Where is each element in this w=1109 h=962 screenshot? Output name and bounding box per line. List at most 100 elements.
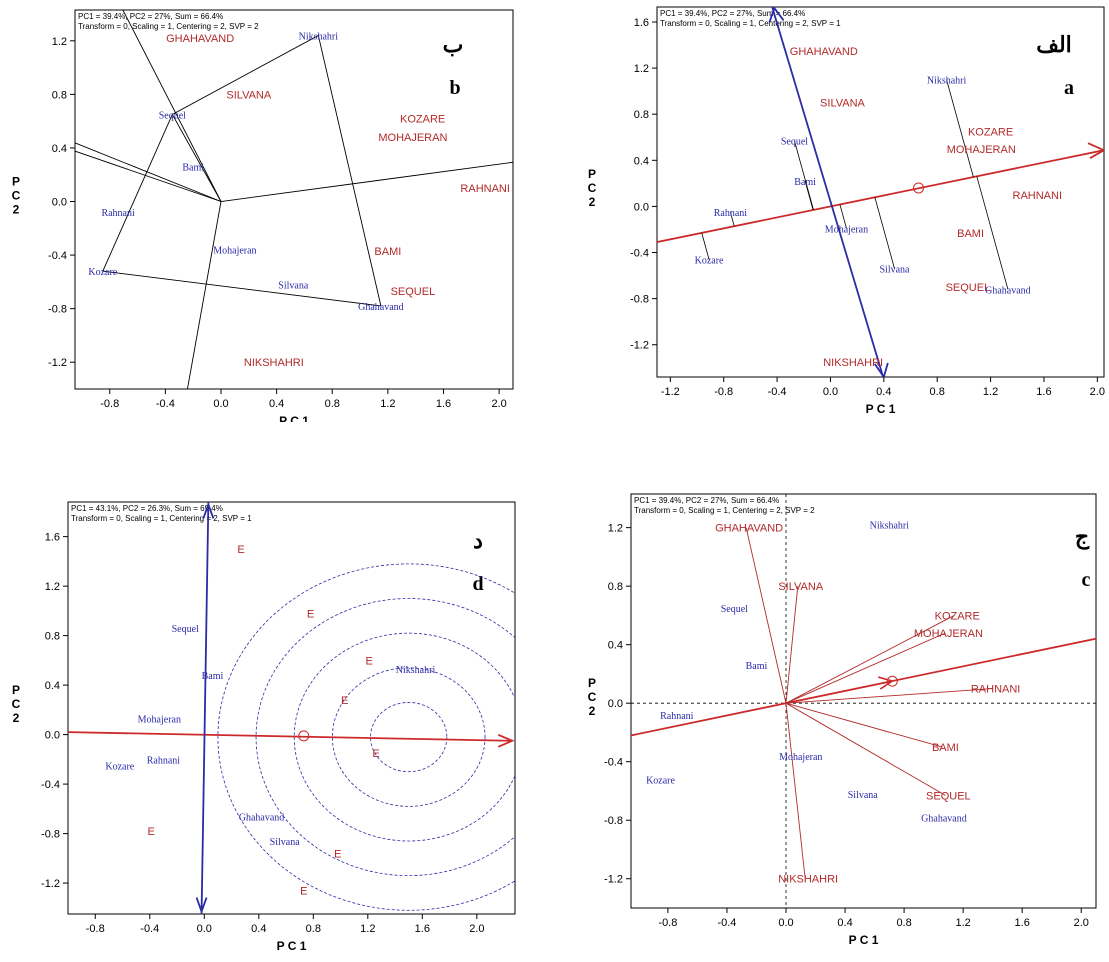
environment-label: E [372,748,379,760]
environment-label: MOHAJERAN [378,132,447,144]
environment-label: KOZARE [400,113,445,125]
hull-polygon [102,34,382,307]
chart-header-line-2: Transform = 0, Scaling = 1, Centering = … [71,514,252,523]
ordinate-arrow [202,502,215,519]
environment-vector [785,688,993,704]
genotype-label: Ghahavand [921,813,967,824]
y-tick-label: 1.2 [45,581,60,593]
x-axis-label: P C 1 [277,939,307,953]
x-tick-label: -0.4 [156,398,175,410]
genotype-label: Bami [182,163,204,174]
genotype-label: Nikshahri [299,31,339,42]
y-tick-label: 0.8 [45,631,60,643]
y-tick-label: 0.0 [45,730,60,742]
environment-label: BAMI [932,742,959,754]
y-tick-label: 1.2 [634,63,649,75]
sector-ray [75,142,222,202]
y-axis-label-char: 2 [13,203,20,217]
environment-label: E [341,695,348,707]
y-tick-label: -0.4 [48,250,67,262]
genotype-label: Sequel [781,137,808,148]
x-tick-label: 0.4 [837,917,852,929]
x-tick-label: 1.6 [436,398,451,410]
x-tick-label: 1.2 [380,398,395,410]
y-tick-label: 0.4 [608,640,623,652]
genotype-label: Rahnani [714,208,748,219]
x-tick-label: 0.8 [930,386,945,398]
x-tick-label: 1.6 [1015,917,1030,929]
plot-frame [67,501,516,915]
environment-label: MOHAJERAN [914,628,983,640]
y-tick-label: 0.4 [52,143,67,155]
concentric-circle [370,702,448,773]
x-axis-label: P C 1 [849,933,879,947]
x-tick-label: 0.8 [896,917,911,929]
x-tick-label: 1.2 [955,917,970,929]
genotype-label: Nikshahri [927,76,967,87]
x-tick-label: 1.6 [1036,386,1051,398]
aec-ordinate-arrow [874,362,889,377]
x-tick-label: 0.0 [213,398,228,410]
projection-line [946,79,974,178]
y-tick-label: -1.2 [604,874,623,886]
environment-label: GHAHAVAND [790,46,858,58]
ordinate-arrow [195,897,208,914]
plot-area: GHAHAVAND SILVANA KOZARE MOHAJERAN RAHNANI BA… [631,494,1096,908]
y-tick-label: -0.4 [630,248,649,260]
genotype-label: Bami [794,177,816,188]
y-tick-label: 0.8 [634,109,649,121]
y-tick-label: -0.8 [41,829,60,841]
environment-label: BAMI [957,228,984,240]
chart-header-line-1: PC1 = 39.4%, PC2 = 27%, Sum = 66.4% [634,496,779,505]
panel-b: PC1 = 39.4%, PC2 = 27%, Sum = 66.4% Trans… [8,2,528,422]
x-tick-label: -0.8 [658,917,677,929]
genotype-label: Silvana [278,281,309,292]
environment-label: NIKSHAHRI [244,357,304,369]
x-tick-label: 1.6 [415,923,430,935]
environment-vector [785,702,943,748]
y-tick-label: 1.6 [45,532,60,544]
x-tick-label: -0.8 [86,923,105,935]
genotype-label: Kozare [695,255,724,266]
x-tick-label: -1.2 [661,386,680,398]
y-tick-label: -0.8 [630,294,649,306]
chart-header-line-1: PC1 = 43.1%, PC2 = 26.3%, Sum = 69.4% [71,504,223,513]
environment-label: E [307,608,314,620]
genotype-label: Kozare [105,762,134,773]
projection-line [804,180,814,211]
genotype-label: Silvana [880,265,911,276]
genotype-label: Bami [746,661,768,672]
y-tick-label: -0.4 [41,779,60,791]
y-axis-label-char: C [588,690,597,704]
genotype-label: Mohajeran [138,715,181,726]
genotype-label: Ghahavand [985,285,1031,296]
environment-label: GHAHAVAND [715,523,783,535]
panel-label-arabic: د [473,528,483,554]
x-tick-label: 0.8 [306,923,321,935]
genotype-label: Sequel [172,624,199,635]
genotype-label: Mohajeran [213,246,256,257]
projection-line [701,232,710,260]
biplot-d: PC1 = 43.1%, PC2 = 26.3%, Sum = 69.4%Tra… [12,501,516,953]
aec-ordinate-arrow [768,7,785,23]
genotype-label: Silvana [848,790,879,801]
x-tick-label: 2.0 [491,398,506,410]
environment-label: SILVANA [778,581,823,593]
average-environment-circle [913,182,925,194]
y-tick-label: 0.8 [52,89,67,101]
genotype-label: Ghahavand [239,812,285,823]
plot-area: E E E E E E E E Nikshahri Sequel Bami Mohajeran Rahn… [68,502,515,914]
plot-frame [630,493,1097,909]
plot-area: GHAHAVAND SILVANA KOZARE MOHAJERAN RAHNANI BA… [75,10,513,389]
environment-vector [785,615,955,704]
average-environment-circle [886,675,898,687]
chart-header-line-1: PC1 = 39.4%, PC2 = 27%, Sum = 66.4% [660,9,805,18]
genotype-label: Silvana [270,837,301,848]
y-tick-label: -0.8 [604,815,623,827]
chart-header-line-2: Transform = 0, Scaling = 1, Centering = … [634,506,815,515]
plot-frame [656,6,1105,378]
aec-abscissa [657,149,1104,243]
x-tick-label: 0.0 [823,386,838,398]
y-axis-label-char: 2 [13,711,20,725]
panel-a: PC1 = 39.4%, PC2 = 27%, Sum = 66.4% Trans… [584,2,1106,432]
